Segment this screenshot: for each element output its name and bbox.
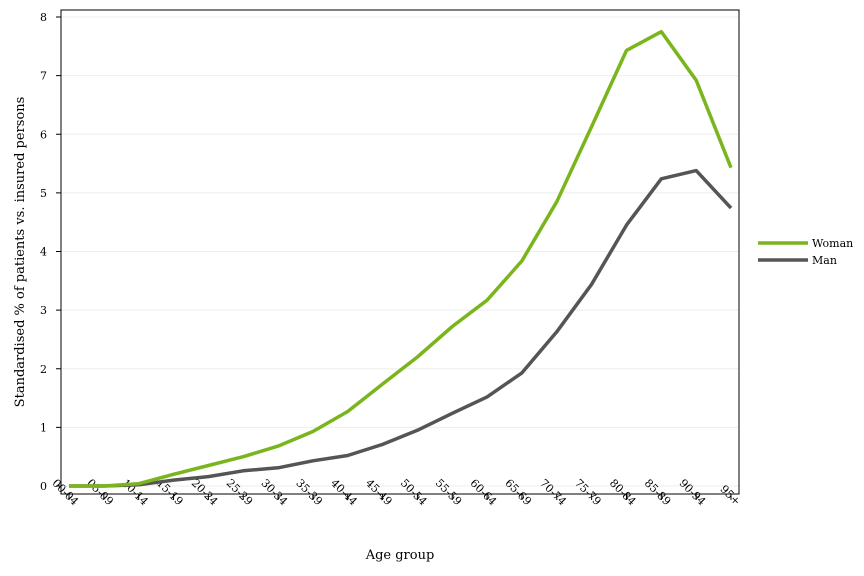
legend-label-woman: Woman <box>812 237 853 250</box>
legend-label-man: Man <box>812 254 837 267</box>
legend: Woman Man <box>758 237 853 267</box>
y-tick-label: 5 <box>40 187 47 200</box>
x-axis-title: Age group <box>365 548 435 563</box>
y-axis-title: Standardised % of patients vs. insured p… <box>13 97 28 408</box>
series-line-man <box>69 168 733 488</box>
y-tick-label: 4 <box>40 246 47 259</box>
series-lines <box>69 29 733 488</box>
y-tick-label: 1 <box>40 421 47 434</box>
y-tick-label: 8 <box>40 11 47 24</box>
y-tick-label: 2 <box>40 363 47 376</box>
y-axis: 0 1 2 3 4 5 6 7 8 <box>40 11 61 493</box>
series-line-woman <box>69 29 733 488</box>
y-tick-label: 6 <box>40 128 47 141</box>
y-tick-label: 0 <box>40 480 47 493</box>
y-tick-label: 3 <box>40 304 47 317</box>
y-tick-label: 7 <box>40 70 47 83</box>
